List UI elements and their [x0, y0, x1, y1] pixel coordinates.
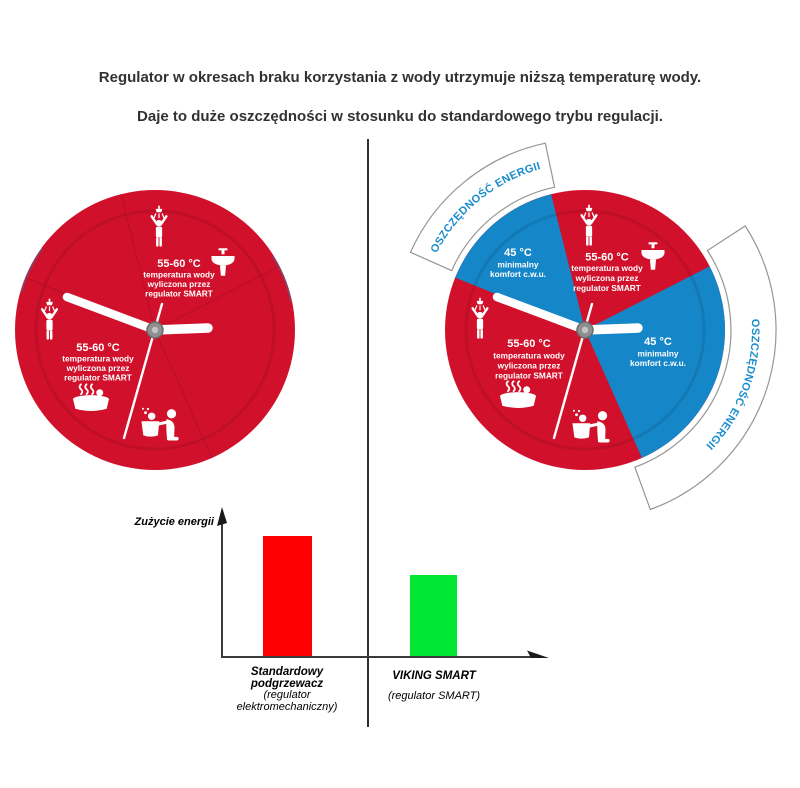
y-axis-arrow-icon	[217, 507, 227, 526]
bar-category-standard-sub: (regulator elektromechaniczny)	[236, 689, 338, 713]
right-clock-bottom-red-label: 55-60 °C temperatura wody wyliczona prze…	[493, 338, 565, 381]
svg-text:komfort c.w.u.: komfort c.w.u.	[490, 269, 546, 279]
bar-viking-smart	[410, 575, 457, 657]
minute-hand	[62, 292, 160, 335]
x-axis-arrow-icon	[527, 650, 549, 658]
bar-category-smart-sub: (regulator SMART)	[387, 690, 481, 702]
bar-category-smart: VIKING SMART	[392, 670, 476, 682]
svg-text:temperatura wody: temperatura wody	[571, 263, 643, 273]
hour-hand	[150, 323, 213, 335]
svg-text:55-60 °C: 55-60 °C	[585, 252, 629, 264]
svg-text:45 °C: 45 °C	[644, 336, 672, 348]
left-clock: 55-60 °C temperatura wody wyliczona prze…	[15, 190, 295, 470]
svg-text:45 °C: 45 °C	[504, 247, 532, 259]
savings-band-right	[634, 225, 777, 511]
chart-y-axis-label: Zużycie energii	[134, 516, 214, 528]
chart-bars	[263, 536, 457, 657]
svg-text:wyliczona przez: wyliczona przez	[147, 279, 211, 289]
left-clock-inner-ring	[34, 209, 276, 451]
left-clock-top-label: 55-60 °C temperatura wody wyliczona prze…	[143, 258, 215, 299]
bar-standardowy-podgrzewacz	[263, 536, 312, 657]
svg-text:wyliczona przez: wyliczona przez	[497, 361, 561, 371]
left-clock-rim-arcs	[20, 247, 292, 302]
right-clock-top-red-label: 55-60 °C temperatura wody wyliczona prze…	[571, 252, 643, 294]
right-clock: OSZCZĘDNOŚĆ ENERGII OSZCZĘDNOŚĆ ENERGII …	[409, 142, 777, 511]
energy-bar-chart	[217, 507, 549, 658]
svg-text:regulator SMART: regulator SMART	[495, 371, 563, 381]
comfort-top-left-label: 45 °C minimalny komfort c.w.u.	[490, 247, 546, 279]
svg-text:regulator SMART: regulator SMART	[573, 283, 641, 293]
svg-text:temperatura wody: temperatura wody	[493, 351, 565, 361]
svg-text:temperatura wody: temperatura wody	[62, 354, 134, 364]
clock-hands	[62, 292, 213, 440]
hour-hand	[580, 323, 643, 335]
svg-text:minimalny: minimalny	[637, 349, 678, 359]
svg-text:55-60 °C: 55-60 °C	[76, 342, 120, 354]
hub-cap	[581, 326, 589, 334]
clock-hands	[492, 292, 643, 440]
svg-text:minimalny: minimalny	[497, 260, 538, 270]
hub-cap	[151, 326, 159, 334]
right-clock-inner-ring	[464, 209, 706, 451]
left-clock-left-label: 55-60 °C temperatura wody wyliczona prze…	[62, 342, 134, 383]
svg-text:wyliczona przez: wyliczona przez	[575, 273, 639, 283]
comfort-sector-right	[585, 266, 725, 458]
svg-text:regulator SMART: regulator SMART	[145, 289, 213, 299]
svg-text:regulator SMART: regulator SMART	[64, 373, 132, 383]
header-line-2: Daje to duże oszczędności w stosunku do …	[137, 108, 663, 125]
minute-hand	[492, 292, 590, 335]
comfort-right-label: 45 °C minimalny komfort c.w.u.	[630, 336, 686, 368]
header-line-1: Regulator w okresach braku korzystania z…	[98, 69, 702, 86]
bar-category-standard: Standardowy podgrzewacz	[250, 666, 324, 691]
svg-text:55-60 °C: 55-60 °C	[507, 338, 551, 350]
comfort-sector-top-left	[455, 194, 585, 330]
svg-text:komfort c.w.u.: komfort c.w.u.	[630, 358, 686, 368]
svg-text:temperatura wody: temperatura wody	[143, 270, 215, 280]
savings-band-top-left	[409, 142, 556, 272]
svg-text:wyliczona przez: wyliczona przez	[66, 363, 130, 373]
svg-text:55-60 °C: 55-60 °C	[157, 258, 201, 270]
